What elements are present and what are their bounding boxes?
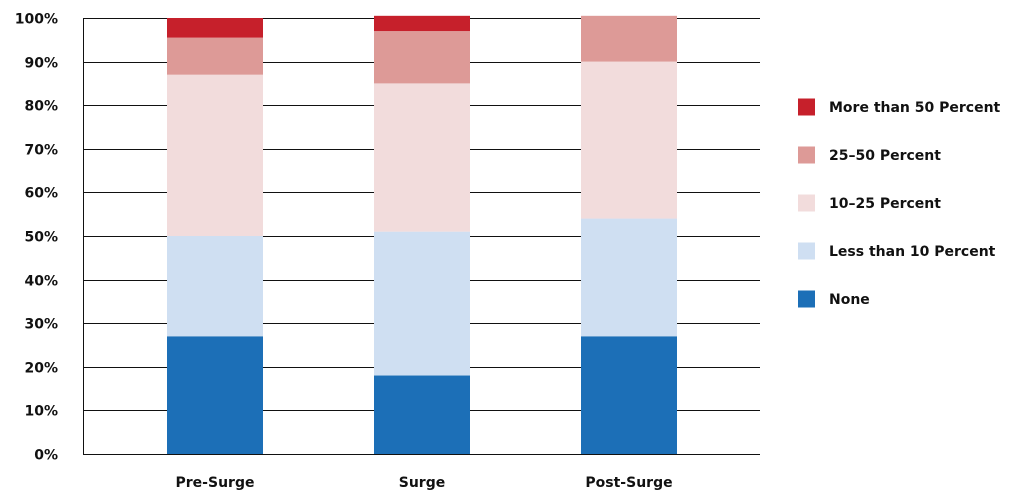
legend-item-0: None [798, 290, 870, 308]
bar-segment-post-surge-series-0 [581, 336, 677, 454]
bar-segment-pre-surge-series-0 [167, 336, 263, 454]
y-tick-label-60: 60% [24, 186, 58, 202]
legend-swatch-0 [798, 290, 815, 308]
legend-swatch-1 [798, 242, 815, 260]
bar-segment-surge-series-1 [374, 231, 470, 376]
y-tick-label-90: 90% [24, 56, 58, 72]
y-tick-label-20: 20% [24, 361, 58, 377]
legend-label-4: More than 50 Percent [829, 100, 1001, 116]
y-tick-label-50: 50% [24, 230, 58, 246]
legend-label-2: 10–25 Percent [829, 196, 941, 212]
bar-segment-pre-surge-series-4 [167, 18, 263, 38]
axes [83, 18, 760, 455]
bar-segment-post-surge-series-3 [581, 15, 677, 62]
y-tick-label-80: 80% [24, 99, 58, 115]
x-category-labels: Pre-Surge Surge Post-Surge [176, 475, 673, 491]
y-tick-label-40: 40% [24, 274, 58, 290]
bar-segment-post-surge-series-1 [581, 218, 677, 337]
bar-segment-surge-series-4 [374, 15, 470, 32]
bar-segment-pre-surge-series-3 [167, 37, 263, 75]
legend-item-1: Less than 10 Percent [798, 242, 996, 260]
legend-label-1: Less than 10 Percent [829, 244, 996, 260]
legend-item-2: 10–25 Percent [798, 194, 941, 212]
bar-segment-surge-series-0 [374, 375, 470, 454]
y-tick-label-0: 0% [34, 448, 58, 464]
legend-label-3: 25–50 Percent [829, 148, 941, 164]
x-category-label-2: Post-Surge [585, 475, 672, 491]
y-tick-label-100: 100% [15, 12, 58, 28]
legend-label-0: None [829, 292, 870, 308]
y-tick-label-10: 10% [24, 404, 58, 420]
legend-swatch-2 [798, 194, 815, 212]
bar-segment-pre-surge-series-2 [167, 74, 263, 237]
legend-swatch-4 [798, 98, 815, 116]
x-category-label-0: Pre-Surge [176, 475, 255, 491]
bars [167, 15, 677, 454]
bar-segment-surge-series-3 [374, 31, 470, 84]
legend: More than 50 Percent 25–50 Percent 10–25 P… [798, 98, 1001, 308]
bar-segment-surge-series-2 [374, 83, 470, 232]
bar-segment-pre-surge-series-1 [167, 236, 263, 337]
y-tick-label-70: 70% [24, 143, 58, 159]
x-category-label-1: Surge [399, 475, 445, 491]
y-tick-labels: 0% 10% 20% 30% 40% 50% 60% 70% 80% 90% 100% [15, 12, 58, 464]
legend-item-4: More than 50 Percent [798, 98, 1001, 116]
legend-item-3: 25–50 Percent [798, 146, 941, 164]
bar-segment-post-surge-series-2 [581, 61, 677, 219]
y-tick-label-30: 30% [24, 317, 58, 333]
legend-swatch-3 [798, 146, 815, 164]
